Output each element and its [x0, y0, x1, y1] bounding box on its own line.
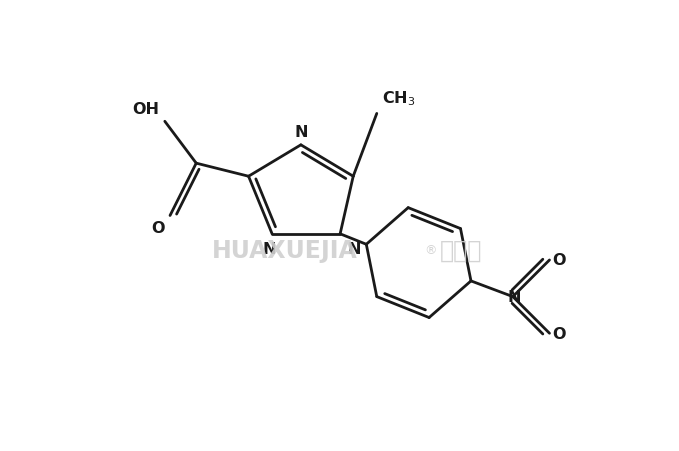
Text: O: O	[552, 253, 566, 268]
Text: OH: OH	[132, 102, 160, 117]
Text: N: N	[507, 290, 521, 304]
Text: N: N	[263, 241, 276, 256]
Text: N: N	[294, 124, 308, 139]
Text: O: O	[552, 326, 566, 341]
Text: 化学加: 化学加	[439, 238, 482, 262]
Text: HUAXUEJIA: HUAXUEJIA	[212, 238, 358, 262]
Text: CH$_3$: CH$_3$	[382, 89, 416, 108]
Text: ®: ®	[424, 244, 437, 257]
Text: N: N	[348, 241, 361, 256]
Text: O: O	[151, 220, 165, 235]
